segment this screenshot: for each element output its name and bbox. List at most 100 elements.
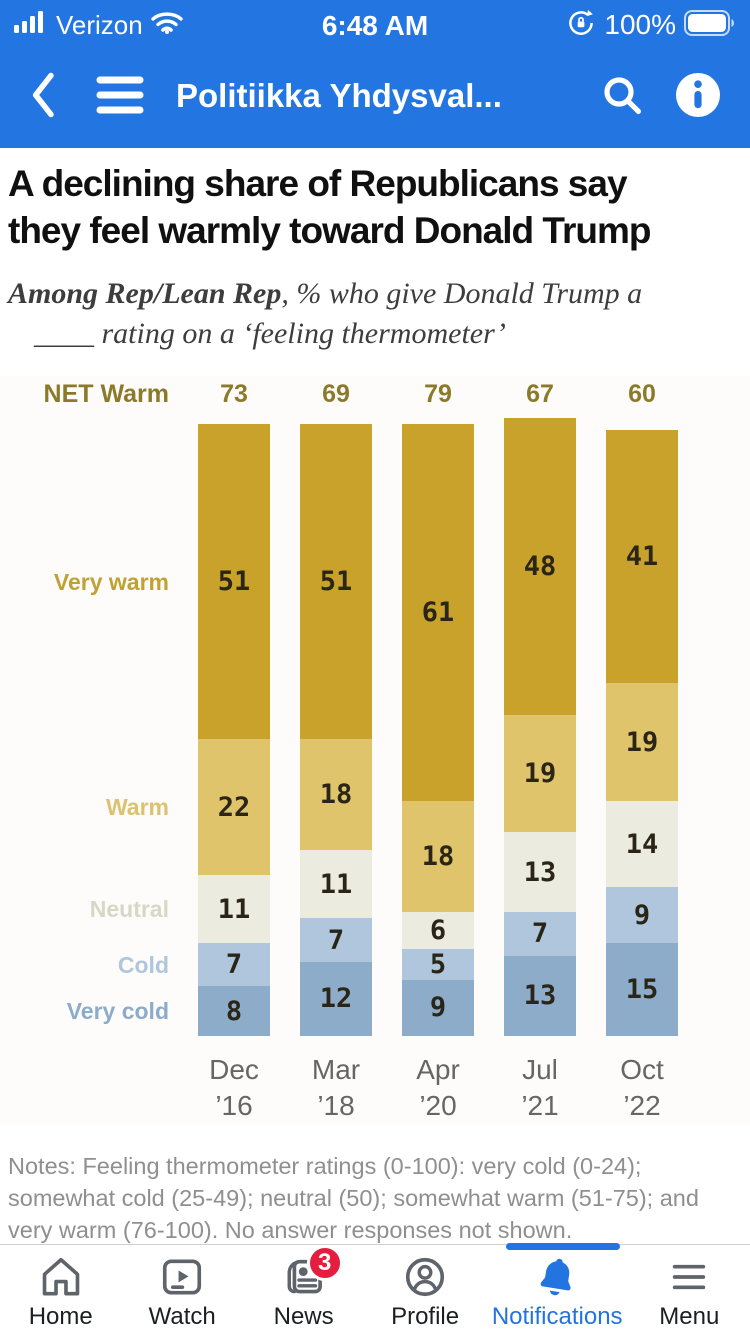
bar-segment: 9 bbox=[606, 887, 678, 943]
notes-line: somewhat cold (25-49); neutral (50); som… bbox=[8, 1185, 699, 1211]
news-icon: 3 bbox=[281, 1245, 343, 1301]
nav-item-watch[interactable]: Watch bbox=[121, 1245, 242, 1334]
hamburger-icon bbox=[94, 73, 146, 120]
nav-item-home[interactable]: Home bbox=[0, 1245, 121, 1334]
stacked-bar: 51 22 11 7 8 bbox=[198, 424, 270, 1036]
x-axis-label: Dec ’16 bbox=[209, 1054, 259, 1121]
rotation-lock-icon bbox=[566, 8, 596, 43]
bell-icon bbox=[534, 1253, 580, 1301]
bar-value-label: 13 bbox=[523, 856, 557, 888]
bar-value-label: 8 bbox=[225, 995, 243, 1027]
wifi-icon bbox=[151, 11, 183, 40]
stacked-bar: 48 19 13 7 13 bbox=[504, 418, 576, 1036]
menu-drawer-button[interactable] bbox=[92, 66, 148, 126]
bar-value-label: 5 bbox=[429, 949, 447, 981]
bar-value-label: 11 bbox=[217, 893, 251, 925]
x-axis-label: Jul ’21 bbox=[521, 1054, 559, 1121]
bar-segment: 48 bbox=[504, 418, 576, 715]
bar-segment: 12 bbox=[300, 961, 372, 1036]
bottom-nav: Home Watch 3 bbox=[0, 1243, 750, 1334]
category-label: Very cold bbox=[66, 998, 169, 1024]
bar-value-label: 14 bbox=[625, 828, 659, 860]
net-warm-value: 79 bbox=[424, 379, 452, 408]
notes-line: Notes: Feeling thermometer ratings (0-10… bbox=[8, 1153, 642, 1179]
bar-segment: 13 bbox=[504, 955, 576, 1036]
status-bar-left: Verizon bbox=[14, 10, 183, 41]
bar-column: 61 18 6 5 9 bbox=[387, 418, 489, 1036]
info-button[interactable] bbox=[668, 66, 728, 126]
category-labels: Very warm Warm Neutral Cold Very cold bbox=[0, 418, 183, 1036]
category-label: Very warm bbox=[53, 569, 169, 595]
bar-segment: 61 bbox=[402, 424, 474, 801]
nav-label-news: News bbox=[273, 1303, 334, 1330]
article-content: A declining share of Republicans say the… bbox=[0, 148, 750, 1278]
back-button[interactable] bbox=[22, 66, 66, 126]
bar-column: 41 19 14 9 15 bbox=[591, 418, 693, 1036]
page-title: Politiikka Yhdysval... bbox=[176, 77, 502, 114]
bar-segment: 7 bbox=[300, 918, 372, 962]
bar-value-label: 48 bbox=[523, 550, 557, 582]
x-axis-label: Apr ’20 bbox=[416, 1054, 460, 1121]
bar-column: 48 19 13 7 13 bbox=[489, 418, 591, 1036]
home-icon bbox=[38, 1253, 84, 1301]
stacked-bar: 41 19 14 9 15 bbox=[606, 430, 678, 1036]
bar-segment: 11 bbox=[198, 875, 270, 944]
active-tab-indicator bbox=[506, 1243, 620, 1250]
bar-value-label: 51 bbox=[319, 566, 353, 598]
cell-signal-icon bbox=[14, 10, 48, 40]
menu-icon bbox=[666, 1253, 712, 1301]
nav-item-menu[interactable]: Menu bbox=[629, 1245, 750, 1334]
bar-segment: 41 bbox=[606, 430, 678, 684]
bar-segment: 6 bbox=[402, 912, 474, 950]
nav-label-menu: Menu bbox=[659, 1303, 720, 1330]
bar-value-label: 41 bbox=[625, 541, 659, 573]
subtitle-bold-part: Among Rep/Lean Rep bbox=[8, 277, 282, 310]
net-warm-value: 73 bbox=[220, 379, 248, 408]
bar-segment: 22 bbox=[198, 739, 270, 876]
clock-label: 6:48 AM bbox=[321, 10, 429, 41]
bar-segment: 8 bbox=[198, 986, 270, 1036]
bars-area: Very warm Warm Neutral Cold Very cold 51 22 11… bbox=[0, 418, 750, 1036]
info-icon bbox=[674, 71, 722, 122]
bar-value-label: 22 bbox=[217, 791, 251, 823]
nav-item-news[interactable]: 3 News bbox=[243, 1245, 364, 1334]
status-bar-right: 100% bbox=[566, 8, 736, 43]
subtitle-rest-part: , % who give Donald Trump a bbox=[281, 277, 643, 310]
nav-item-notifications[interactable]: Notifications bbox=[486, 1245, 629, 1334]
battery-percent-label: 100% bbox=[604, 9, 676, 40]
chevron-left-icon bbox=[27, 70, 61, 123]
bar-segment: 13 bbox=[504, 832, 576, 913]
bar-segment: 7 bbox=[504, 912, 576, 956]
x-axis-label: Mar ’18 bbox=[311, 1054, 361, 1121]
bar-value-label: 11 bbox=[319, 868, 353, 900]
category-label: Cold bbox=[117, 952, 169, 978]
net-warm-value: 60 bbox=[628, 379, 656, 408]
bar-segment: 51 bbox=[300, 424, 372, 740]
net-warm-row: NET Warm 73 69 79 67 60 bbox=[0, 376, 750, 412]
news-badge: 3 bbox=[306, 1245, 343, 1281]
nav-item-profile[interactable]: Profile bbox=[364, 1245, 485, 1334]
search-icon bbox=[598, 71, 646, 122]
bar-column: 51 22 11 7 8 bbox=[183, 418, 285, 1036]
status-bar: Verizon 6:48 AM 100% bbox=[0, 0, 750, 44]
stacked-bar: 51 18 11 7 12 bbox=[300, 424, 372, 1036]
article-subtitle: Among Rep/Lean Rep, % who give Donald Tr… bbox=[8, 274, 740, 354]
bar-value-label: 19 bbox=[523, 757, 557, 789]
stacked-bar-chart: NET Warm 73 69 79 67 60 Very warm Warm Neutral… bbox=[0, 376, 750, 1124]
search-button[interactable] bbox=[592, 66, 652, 126]
profile-icon bbox=[402, 1253, 448, 1301]
top-blue-background bbox=[0, 0, 750, 148]
article-title-line2: they feel warmly toward Donald Trump bbox=[8, 210, 651, 251]
bar-value-label: 19 bbox=[625, 726, 659, 758]
bar-segment: 51 bbox=[198, 424, 270, 740]
bar-value-label: 51 bbox=[217, 566, 251, 598]
bar-segment: 7 bbox=[198, 943, 270, 987]
bar-value-label: 13 bbox=[523, 980, 557, 1012]
net-warm-label: NET Warm bbox=[43, 379, 169, 408]
notes-line: very warm (76-100). No answer responses … bbox=[8, 1217, 573, 1243]
app-header: Politiikka Yhdysval... bbox=[0, 44, 750, 148]
bar-segment: 19 bbox=[504, 714, 576, 833]
net-warm-value: 67 bbox=[526, 379, 554, 408]
bar-segment: 5 bbox=[402, 949, 474, 980]
